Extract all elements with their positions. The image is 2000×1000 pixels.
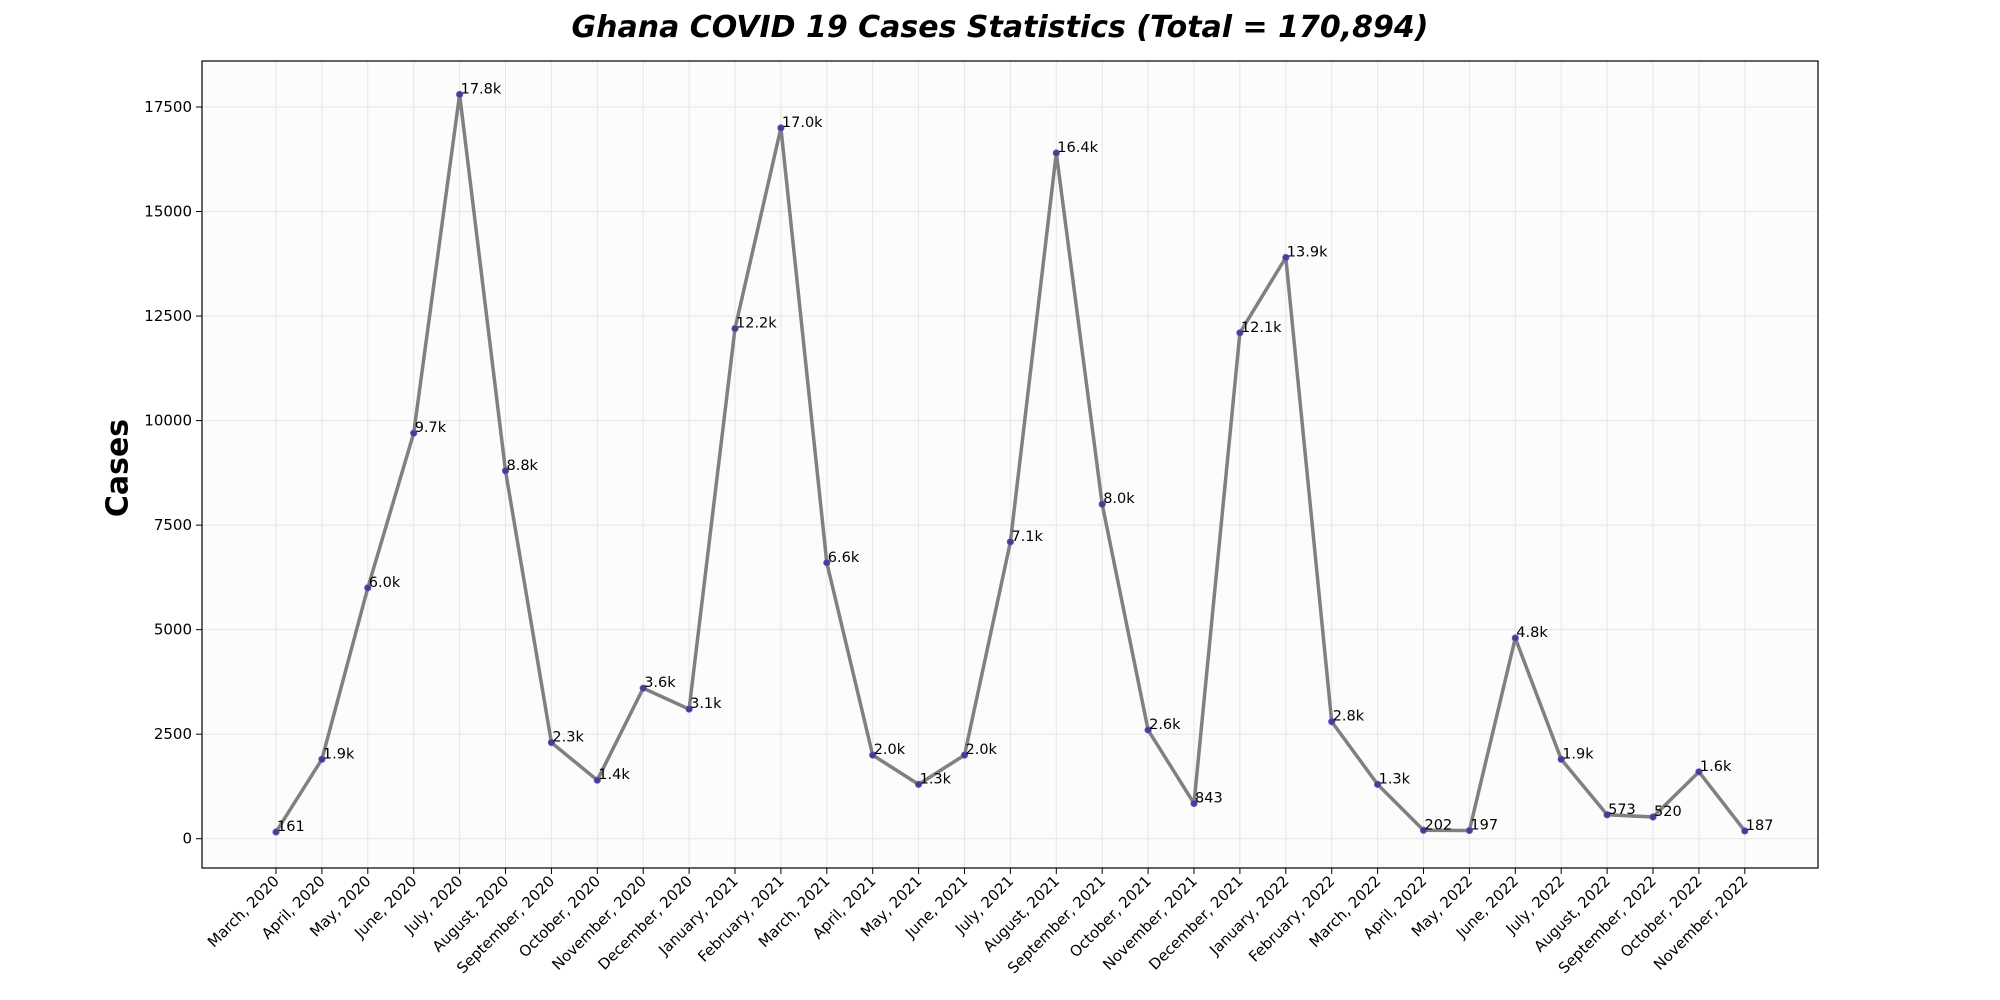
data-point — [1374, 780, 1382, 788]
data-labels: 161 1.9k 6.0k 9.7k 17.8k 8.8k 2.3k 1.4k 3.6k 3.1k… — [277, 81, 1773, 835]
y-tick-label: 0 — [182, 830, 192, 848]
data-point — [1741, 827, 1749, 835]
x-tick-label: October, 2022 — [1617, 872, 1706, 961]
data-point — [869, 751, 877, 759]
data-point — [1511, 634, 1519, 642]
data-label: 161 — [277, 819, 305, 835]
data-label: 7.1k — [1011, 529, 1043, 545]
data-label: 8.8k — [507, 458, 539, 474]
data-point — [639, 684, 647, 692]
y-tick-label: 12500 — [144, 307, 192, 325]
data-label: 2.0k — [874, 742, 906, 758]
x-tick-label: January, 2022 — [1205, 872, 1292, 959]
data-point — [685, 705, 693, 713]
data-label: 17.8k — [461, 81, 502, 97]
data-point — [593, 776, 601, 784]
y-tick-label: 10000 — [144, 412, 192, 430]
data-point — [777, 124, 785, 132]
data-point — [1419, 826, 1428, 834]
data-label: 4.8k — [1516, 625, 1548, 641]
data-label: 2.3k — [552, 730, 584, 746]
data-label: 187 — [1746, 818, 1774, 834]
data-label: 202 — [1425, 817, 1453, 833]
data-label: 1.3k — [1379, 771, 1411, 787]
data-point — [1695, 768, 1703, 776]
data-point — [1006, 538, 1015, 546]
data-label: 2.0k — [966, 742, 998, 758]
data-label: 1.9k — [1562, 746, 1594, 762]
data-label: 1.9k — [323, 746, 355, 762]
data-point — [1190, 799, 1198, 808]
data-label: 843 — [1195, 790, 1223, 806]
data-point — [823, 559, 831, 567]
data-label: 197 — [1470, 817, 1498, 833]
data-label: 9.7k — [415, 420, 447, 436]
data-point — [410, 429, 418, 437]
data-label: 2.6k — [1149, 717, 1181, 733]
data-point — [1649, 813, 1657, 821]
data-label: 1.6k — [1700, 759, 1732, 775]
data-label: 2.8k — [1333, 709, 1365, 725]
y-tick-label: 7500 — [154, 516, 192, 534]
data-label: 3.1k — [690, 696, 722, 712]
data-point — [1282, 253, 1290, 262]
data-label: 1.4k — [598, 767, 630, 783]
y-tick-label: 15000 — [144, 203, 192, 221]
data-label: 1.3k — [920, 771, 952, 787]
data-label: 8.0k — [1103, 491, 1135, 507]
data-point — [318, 755, 326, 763]
data-point — [272, 828, 280, 836]
data-point — [1328, 718, 1336, 726]
data-label: 16.4k — [1057, 140, 1098, 156]
series-cases — [272, 90, 1749, 836]
data-label: 12.2k — [736, 316, 777, 332]
chart-title: Ghana COVID 19 Cases Statistics (Total =… — [571, 10, 1429, 45]
data-point — [547, 738, 556, 747]
x-tick-label: January, 2021 — [654, 872, 741, 959]
y-tick-label: 5000 — [154, 621, 192, 639]
data-point — [1603, 811, 1611, 819]
data-label: 520 — [1654, 804, 1682, 820]
data-point — [1052, 149, 1060, 157]
data-label: 6.0k — [369, 575, 401, 591]
y-tick-label: 17500 — [144, 98, 192, 116]
data-point — [364, 584, 372, 592]
data-point — [501, 467, 510, 475]
data-label: 6.6k — [828, 550, 860, 566]
data-point — [960, 751, 969, 759]
data-label: 3.6k — [644, 675, 676, 691]
data-point — [731, 325, 739, 333]
data-point — [1236, 329, 1244, 337]
data-label: 573 — [1608, 802, 1636, 818]
data-point — [1557, 755, 1565, 763]
data-label: 12.1k — [1241, 320, 1282, 336]
y-tick-label: 2500 — [154, 725, 192, 743]
data-point — [1098, 500, 1106, 508]
data-label: 17.0k — [782, 115, 823, 131]
data-label: 13.9k — [1287, 245, 1328, 261]
data-point — [1144, 726, 1152, 734]
data-point — [455, 90, 464, 99]
x-tick-label: October, 2020 — [515, 872, 604, 961]
data-point — [914, 780, 923, 788]
data-point — [1465, 826, 1474, 835]
x-tick-label: October, 2021 — [1066, 872, 1155, 961]
